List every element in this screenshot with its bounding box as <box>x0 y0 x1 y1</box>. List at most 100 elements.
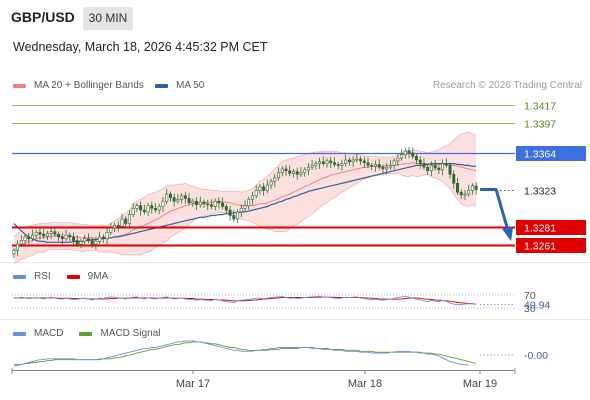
candle-body <box>258 186 262 191</box>
candle-body <box>64 234 68 240</box>
candle-body <box>72 236 76 241</box>
candle-body <box>332 162 336 165</box>
candle-body <box>250 195 254 200</box>
time-tick-label: Mar 18 <box>348 378 382 390</box>
candle-body <box>27 236 31 240</box>
resistance-label: 1.3397 <box>524 119 556 131</box>
legend-ma50: MA 50 <box>155 80 204 91</box>
candle-body <box>168 193 172 198</box>
candle-body <box>139 205 143 211</box>
ma20-swatch <box>13 83 26 88</box>
rsi-ma-swatch <box>66 274 80 279</box>
rsi-tick-label: 30 <box>524 303 536 315</box>
candle-body <box>362 160 366 163</box>
last-price-label: 1.3323 <box>524 186 556 198</box>
symbol-title: GBP/USD <box>11 9 75 25</box>
candle-body <box>116 225 120 227</box>
candle-body <box>94 241 98 245</box>
candle-body <box>172 197 176 202</box>
candle-body <box>42 233 46 237</box>
candle-body <box>154 208 158 211</box>
bollinger-upper-line <box>13 131 477 238</box>
rsi-swatch <box>13 274 26 279</box>
candle-body <box>247 199 251 206</box>
candle-body <box>452 174 456 184</box>
candle-body <box>213 200 217 207</box>
candle-body <box>31 234 35 240</box>
bollinger-lower-line <box>13 172 477 265</box>
candle-body <box>232 215 236 220</box>
time-tick-label: Mar 17 <box>176 378 210 390</box>
rsi-tick-label: 70 <box>524 290 536 302</box>
candle-body <box>381 166 385 170</box>
candle-body <box>157 206 161 211</box>
candle-body <box>433 165 437 169</box>
candle-body <box>359 158 363 162</box>
candle-body <box>265 184 269 191</box>
candle-body <box>86 238 90 241</box>
candle-body <box>277 172 281 179</box>
candle-body <box>191 200 195 204</box>
candle-body <box>325 160 329 164</box>
candle-body <box>318 161 322 164</box>
candle-body <box>75 240 79 245</box>
candle-body <box>243 205 247 209</box>
candle-body <box>146 205 150 213</box>
candle-body <box>355 158 359 161</box>
candle-body <box>239 208 243 213</box>
rsi-last-value: 40.94 <box>524 299 550 311</box>
candle-body <box>105 232 109 240</box>
candle-body <box>224 206 228 211</box>
macd-swatch <box>13 331 26 336</box>
candle-body <box>310 165 314 168</box>
candle-body <box>57 233 61 238</box>
candle-body <box>120 218 124 227</box>
rsi-ma-line <box>13 296 477 305</box>
candle-body <box>45 233 49 237</box>
target-label: 1.3281 <box>524 223 556 235</box>
candle-body <box>206 203 210 206</box>
candle-body <box>19 240 23 245</box>
interval-badge[interactable]: 30 MIN <box>83 7 133 30</box>
macd-last-value: -0.00 <box>524 350 548 362</box>
candle-body <box>418 159 422 164</box>
candle-body <box>303 169 307 173</box>
candle-body <box>455 182 459 193</box>
macd-signal-line <box>13 341 477 365</box>
candle-body <box>38 232 42 235</box>
candle-body <box>437 167 441 171</box>
macd-line <box>13 340 469 367</box>
candle-body <box>195 200 199 206</box>
candle-body <box>142 209 146 213</box>
target-label: 1.3261 <box>524 241 556 253</box>
candle-body <box>366 162 370 166</box>
candle-body <box>228 209 232 216</box>
projection-arrowhead <box>502 226 514 242</box>
candle-body <box>299 172 303 175</box>
candle-body <box>124 218 128 224</box>
candle-body <box>209 204 213 207</box>
candle-body <box>135 205 139 209</box>
candle-body <box>273 177 277 182</box>
candle-body <box>101 236 105 240</box>
candle-body <box>291 171 295 174</box>
candle-body <box>444 163 448 166</box>
candle-body <box>403 150 407 155</box>
candle-body <box>180 195 184 200</box>
candle-body <box>131 208 135 215</box>
candle-body <box>254 190 258 197</box>
candle-body <box>221 202 225 207</box>
candle-body <box>187 198 191 204</box>
rsi-line <box>13 295 477 306</box>
candle-body <box>459 191 463 196</box>
candle-body <box>98 236 102 242</box>
candle-body <box>474 185 478 190</box>
candle-body <box>295 171 299 175</box>
projection-arrow <box>480 188 510 232</box>
candle-body <box>400 154 404 159</box>
candle-body <box>422 163 426 168</box>
time-tick-label: Mar 19 <box>463 378 497 390</box>
candle-body <box>448 165 452 175</box>
candle-body <box>23 236 27 241</box>
